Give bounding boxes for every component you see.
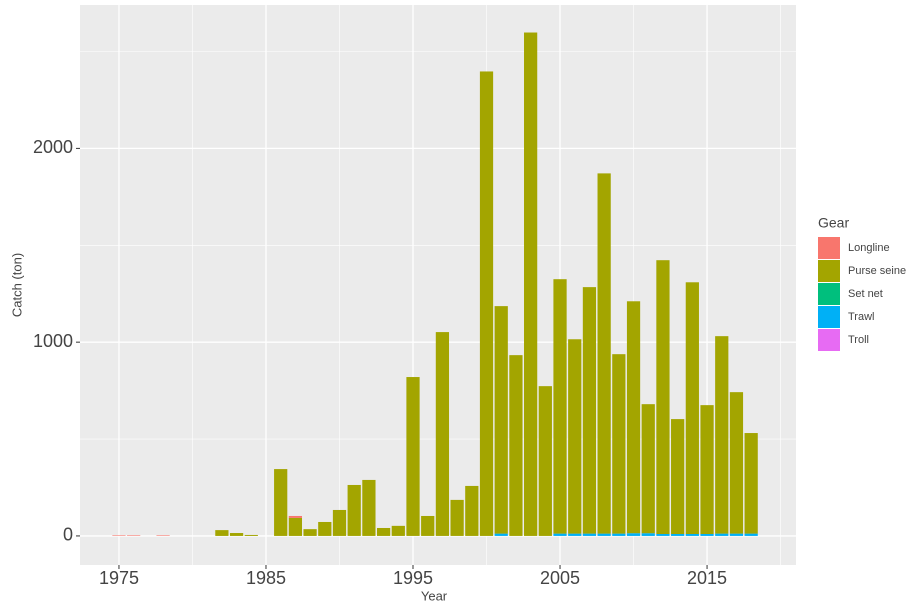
bar xyxy=(303,529,317,536)
bar xyxy=(715,533,729,536)
bar xyxy=(715,336,729,534)
x-tick-label: 2005 xyxy=(540,568,580,588)
bar xyxy=(641,404,655,534)
bar xyxy=(215,530,229,536)
bar xyxy=(685,533,699,536)
legend-label: Purse seine xyxy=(848,265,906,277)
bar xyxy=(391,525,405,536)
bar xyxy=(127,535,141,536)
y-tick-label: 2000 xyxy=(33,137,73,157)
legend-label: Set net xyxy=(848,288,883,300)
bar xyxy=(597,173,611,534)
legend-label: Troll xyxy=(848,334,869,346)
bar xyxy=(685,282,699,534)
bar xyxy=(479,71,494,536)
bar xyxy=(332,509,347,536)
bar xyxy=(641,533,655,536)
y-tick-label: 0 xyxy=(63,525,73,545)
bar xyxy=(450,499,464,536)
bar xyxy=(597,533,611,536)
bar xyxy=(318,521,332,536)
bar xyxy=(347,484,361,536)
bar xyxy=(538,386,552,536)
legend-key xyxy=(818,237,840,259)
bar xyxy=(288,517,303,536)
bar xyxy=(700,533,714,536)
bar xyxy=(112,535,126,536)
bar xyxy=(656,533,670,536)
bar xyxy=(656,260,670,534)
bar xyxy=(524,32,538,536)
bar xyxy=(744,533,758,536)
bar xyxy=(612,533,626,536)
x-tick-label: 2015 xyxy=(687,568,727,588)
bar xyxy=(494,533,508,536)
bar xyxy=(362,479,376,536)
bar xyxy=(582,533,597,536)
y-axis-title: Catch (ton) xyxy=(9,253,24,317)
bar xyxy=(553,533,567,536)
bar xyxy=(274,469,288,536)
bar xyxy=(612,354,626,534)
bar xyxy=(288,515,303,518)
bar xyxy=(376,527,391,536)
bar xyxy=(494,306,508,534)
bar xyxy=(465,485,479,536)
bar xyxy=(435,332,450,536)
legend-title: Gear xyxy=(818,215,849,231)
legend-label: Trawl xyxy=(848,311,874,323)
bar xyxy=(509,355,523,536)
legend-key xyxy=(818,329,840,351)
bar xyxy=(744,433,758,534)
x-tick-label: 1985 xyxy=(246,568,286,588)
legend-label: Longline xyxy=(848,242,890,254)
bar xyxy=(582,287,597,534)
bar xyxy=(671,419,685,534)
bar xyxy=(729,533,744,536)
bar xyxy=(626,533,641,536)
bar xyxy=(626,301,641,534)
bar xyxy=(421,515,435,536)
x-tick-label: 1975 xyxy=(99,568,139,588)
bar xyxy=(729,392,744,534)
legend-key xyxy=(818,306,840,328)
bar xyxy=(568,339,582,534)
bar xyxy=(406,377,420,536)
legend-key xyxy=(818,260,840,282)
bar xyxy=(553,279,567,534)
bar xyxy=(229,533,244,536)
bar xyxy=(671,533,685,536)
bar xyxy=(156,535,170,536)
bar xyxy=(244,534,258,536)
x-tick-label: 1995 xyxy=(393,568,433,588)
y-tick-label: 1000 xyxy=(33,331,73,351)
x-axis-title: Year xyxy=(421,588,448,603)
bar xyxy=(700,405,714,534)
bar xyxy=(568,533,582,536)
legend-key xyxy=(818,283,840,305)
